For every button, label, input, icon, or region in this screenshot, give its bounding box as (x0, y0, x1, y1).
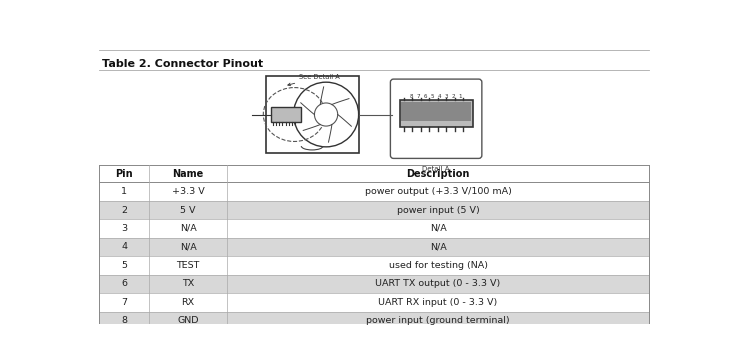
Text: N/A: N/A (430, 242, 447, 252)
Text: power output (+3.3 V/100 mA): power output (+3.3 V/100 mA) (364, 187, 512, 196)
Text: N/A: N/A (180, 224, 196, 233)
Text: TX: TX (182, 280, 194, 288)
Text: N/A: N/A (180, 242, 196, 252)
Text: See Detail A: See Detail A (288, 74, 339, 86)
Text: GND: GND (177, 316, 199, 325)
Text: Detail A: Detail A (423, 166, 450, 172)
Text: +3.3 V: +3.3 V (172, 187, 204, 196)
Text: power input (5 V): power input (5 V) (396, 206, 480, 214)
FancyBboxPatch shape (271, 107, 301, 122)
Text: 5: 5 (121, 261, 127, 270)
Text: TEST: TEST (177, 261, 200, 270)
Text: Pin: Pin (115, 169, 133, 179)
Circle shape (315, 103, 338, 126)
FancyBboxPatch shape (99, 219, 649, 238)
FancyBboxPatch shape (99, 275, 649, 293)
Text: 4: 4 (121, 242, 127, 252)
FancyBboxPatch shape (266, 76, 358, 153)
FancyBboxPatch shape (99, 165, 649, 182)
Text: UART RX input (0 - 3.3 V): UART RX input (0 - 3.3 V) (378, 298, 498, 307)
Text: 8 7 6 5 4 3 2 1: 8 7 6 5 4 3 2 1 (410, 94, 462, 99)
FancyBboxPatch shape (99, 238, 649, 256)
FancyBboxPatch shape (391, 79, 482, 158)
FancyBboxPatch shape (99, 256, 649, 275)
FancyBboxPatch shape (99, 201, 649, 219)
Text: 5 V: 5 V (180, 206, 196, 214)
FancyBboxPatch shape (402, 102, 471, 122)
Text: used for testing (NA): used for testing (NA) (388, 261, 488, 270)
Text: Description: Description (407, 169, 469, 179)
FancyBboxPatch shape (99, 312, 649, 330)
Text: 3: 3 (121, 224, 127, 233)
Text: power input (ground terminal): power input (ground terminal) (366, 316, 510, 325)
FancyBboxPatch shape (99, 182, 649, 201)
FancyBboxPatch shape (400, 100, 472, 127)
Text: 2: 2 (121, 206, 127, 214)
Text: 6: 6 (121, 280, 127, 288)
Text: 7: 7 (121, 298, 127, 307)
Text: N/A: N/A (430, 224, 447, 233)
FancyBboxPatch shape (99, 293, 649, 312)
Text: RX: RX (182, 298, 195, 307)
Text: 1: 1 (121, 187, 127, 196)
Text: UART TX output (0 - 3.3 V): UART TX output (0 - 3.3 V) (375, 280, 501, 288)
Text: Table 2. Connector Pinout: Table 2. Connector Pinout (102, 59, 264, 69)
Text: 8: 8 (121, 316, 127, 325)
Circle shape (293, 82, 358, 147)
Text: Name: Name (172, 169, 204, 179)
